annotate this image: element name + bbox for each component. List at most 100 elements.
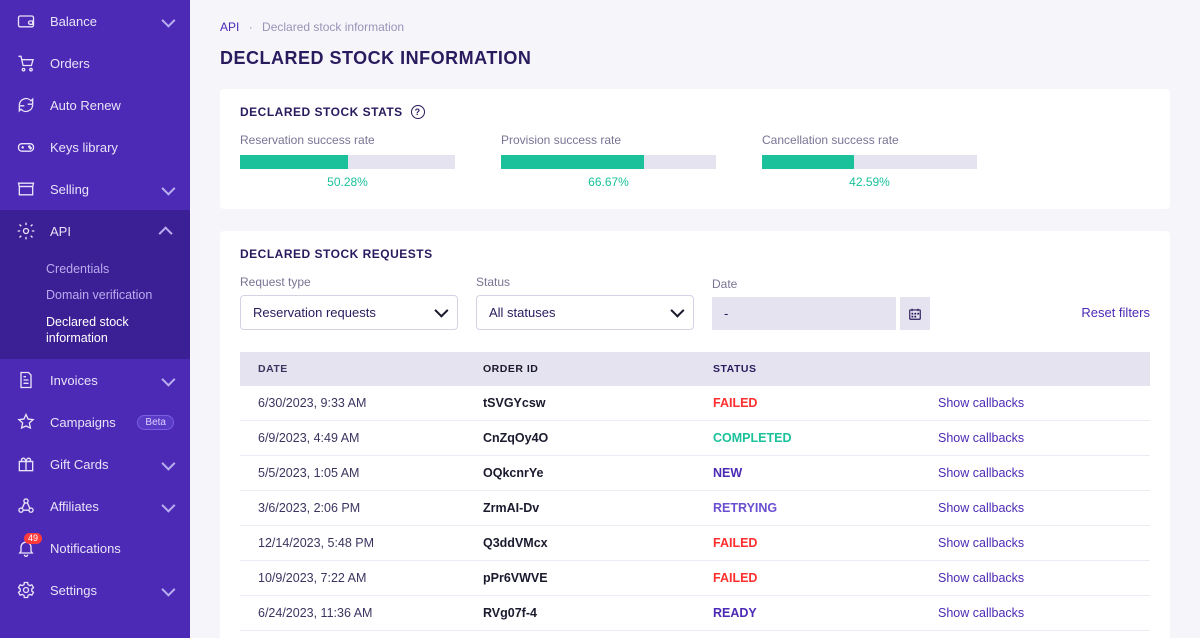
progress-bar <box>240 155 455 169</box>
nav-label: API <box>50 224 162 239</box>
sidebar-item-orders[interactable]: Orders <box>0 42 190 84</box>
table-row: 6/30/2023, 9:33 AMtSVGYcswFAILEDShow cal… <box>240 386 1150 421</box>
show-callbacks-link[interactable]: Show callbacks <box>938 396 1132 410</box>
stat-value: 50.28% <box>240 175 455 189</box>
cell-order-id: RVg07f-4 <box>483 606 713 620</box>
sidebar-item-keys-library[interactable]: Keys library <box>0 126 190 168</box>
show-callbacks-link[interactable]: Show callbacks <box>938 501 1132 515</box>
table-row: 6/9/2023, 4:49 AMCnZqOy4OCOMPLETEDShow c… <box>240 421 1150 456</box>
invoice-icon <box>16 370 36 390</box>
sidebar-item-campaigns[interactable]: Campaigns Beta <box>0 401 190 443</box>
cell-order-id: tSVGYcsw <box>483 396 713 410</box>
date-input[interactable]: - <box>712 297 896 330</box>
sidebar-item-auto-renew[interactable]: Auto Renew <box>0 84 190 126</box>
sidebar-item-settings[interactable]: Settings <box>0 569 190 611</box>
wallet-icon <box>16 11 36 31</box>
cell-status: RETRYING <box>713 501 938 515</box>
table-body: 6/30/2023, 9:33 AMtSVGYcswFAILEDShow cal… <box>240 386 1150 638</box>
refresh-icon <box>16 95 36 115</box>
cell-date: 3/6/2023, 2:06 PM <box>258 501 483 515</box>
table-row: 8/19/2023, 11:55 AMwAbZOfmPCOMPLETEDShow… <box>240 631 1150 638</box>
gift-icon <box>16 454 36 474</box>
cell-status: READY <box>713 606 938 620</box>
stat-value: 66.67% <box>501 175 716 189</box>
cell-status: FAILED <box>713 571 938 585</box>
nav-label: Notifications <box>50 541 174 556</box>
show-callbacks-link[interactable]: Show callbacks <box>938 571 1132 585</box>
sub-item-domain-verification[interactable]: Domain verification <box>0 282 190 308</box>
sidebar-item-affiliates[interactable]: Affiliates <box>0 485 190 527</box>
nav-label: Gift Cards <box>50 457 162 472</box>
stats-card: DECLARED STOCK STATS ? Reservation succe… <box>220 89 1170 209</box>
sub-item-credentials[interactable]: Credentials <box>0 256 190 282</box>
status-select[interactable]: All statuses <box>476 295 694 330</box>
table-row: 3/6/2023, 2:06 PMZrmAI-DvRETRYINGShow ca… <box>240 491 1150 526</box>
sub-item-declared-stock[interactable]: Declared stock information <box>0 309 190 352</box>
chevron-down-icon <box>162 584 174 596</box>
cell-status: FAILED <box>713 536 938 550</box>
nav-label: Auto Renew <box>50 98 174 113</box>
nav-label: Invoices <box>50 373 162 388</box>
chevron-up-icon <box>162 225 174 237</box>
sidebar-item-selling[interactable]: Selling <box>0 168 190 210</box>
cell-order-id: OQkcnrYe <box>483 466 713 480</box>
nav-label: Campaigns <box>50 415 137 430</box>
show-callbacks-link[interactable]: Show callbacks <box>938 466 1132 480</box>
col-header-action <box>938 363 1132 375</box>
cell-date: 12/14/2023, 5:48 PM <box>258 536 483 550</box>
stat-item: Cancellation success rate42.59% <box>762 133 977 189</box>
filter-label: Status <box>476 275 694 289</box>
select-value: Reservation requests <box>253 305 376 320</box>
reset-filters-link[interactable]: Reset filters <box>1081 305 1150 330</box>
filters-row: Request type Reservation requests Status… <box>240 275 1150 330</box>
sidebar-item-gift-cards[interactable]: Gift Cards <box>0 443 190 485</box>
filter-date: Date - <box>712 277 930 330</box>
cart-icon <box>16 53 36 73</box>
date-picker-button[interactable] <box>900 297 930 330</box>
chevron-down-icon <box>162 15 174 27</box>
sidebar-item-api[interactable]: API <box>0 210 190 252</box>
sidebar-item-balance[interactable]: Balance <box>0 0 190 42</box>
chevron-down-icon <box>435 305 445 320</box>
nav-label: Settings <box>50 583 162 598</box>
filter-request-type: Request type Reservation requests <box>240 275 458 330</box>
stats-card-title: DECLARED STOCK STATS ? <box>240 105 1150 119</box>
breadcrumb: API · Declared stock information <box>220 20 1170 34</box>
star-icon <box>16 412 36 432</box>
stat-item: Reservation success rate 50.28% <box>240 133 455 189</box>
cell-order-id: Q3ddVMcx <box>483 536 713 550</box>
nav-label: Balance <box>50 14 162 29</box>
breadcrumb-separator: · <box>249 20 253 34</box>
chevron-down-icon <box>162 374 174 386</box>
breadcrumb-root[interactable]: API <box>220 20 239 34</box>
show-callbacks-link[interactable]: Show callbacks <box>938 606 1132 620</box>
network-icon <box>16 496 36 516</box>
cell-order-id: pPr6VWVE <box>483 571 713 585</box>
sidebar: Balance Orders Auto Renew Keys library S… <box>0 0 190 638</box>
cell-date: 6/9/2023, 4:49 AM <box>258 431 483 445</box>
request-type-select[interactable]: Reservation requests <box>240 295 458 330</box>
sidebar-item-invoices[interactable]: Invoices <box>0 359 190 401</box>
filter-label: Request type <box>240 275 458 289</box>
stat-item: Provision success rate 66.67% <box>501 133 716 189</box>
chevron-down-icon <box>162 500 174 512</box>
show-callbacks-link[interactable]: Show callbacks <box>938 536 1132 550</box>
beta-badge: Beta <box>137 415 174 430</box>
stat-label: Reservation success rate <box>240 133 455 147</box>
sidebar-item-notifications[interactable]: 49 Notifications <box>0 527 190 569</box>
sidebar-subitems-api: Credentials Domain verification Declared… <box>0 252 190 359</box>
cell-status: COMPLETED <box>713 431 938 445</box>
cell-order-id: CnZqOy4O <box>483 431 713 445</box>
table-row: 12/14/2023, 5:48 PMQ3ddVMcxFAILEDShow ca… <box>240 526 1150 561</box>
requests-card: DECLARED STOCK REQUESTS Request type Res… <box>220 231 1170 638</box>
col-header-status: STATUS <box>713 363 938 375</box>
requests-card-title: DECLARED STOCK REQUESTS <box>240 247 1150 261</box>
stat-label: Cancellation success rate <box>762 133 977 147</box>
col-header-date: DATE <box>258 363 483 375</box>
stats-row: Reservation success rate 50.28% Provision … <box>240 133 1150 189</box>
stat-label: Provision success rate <box>501 133 716 147</box>
filter-status: Status All statuses <box>476 275 694 330</box>
gamepad-icon <box>16 137 36 157</box>
help-icon[interactable]: ? <box>411 105 425 119</box>
show-callbacks-link[interactable]: Show callbacks <box>938 431 1132 445</box>
